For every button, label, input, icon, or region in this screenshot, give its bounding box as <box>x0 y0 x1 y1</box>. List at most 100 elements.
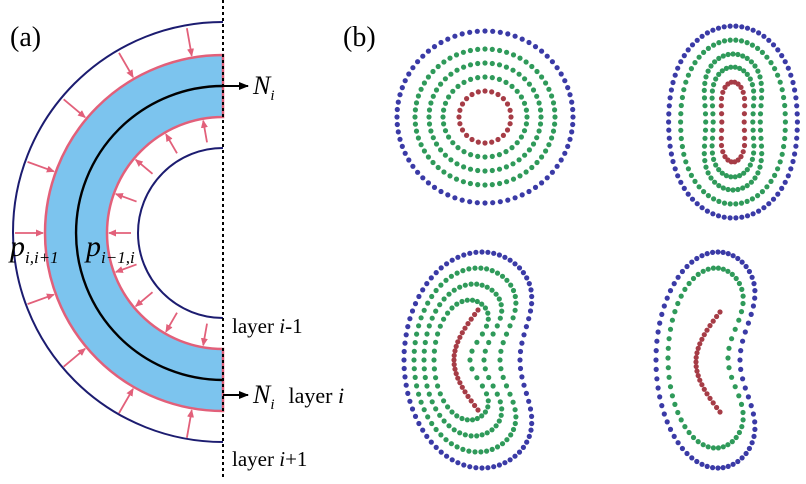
membrane-bead <box>475 407 481 413</box>
pressure-arrow <box>118 388 134 414</box>
membrane-bead <box>740 293 746 299</box>
membrane-bead <box>690 275 697 282</box>
membrane-bead <box>779 151 785 157</box>
membrane-bead <box>479 331 485 337</box>
membrane-bead <box>498 366 504 372</box>
membrane-bead <box>438 432 444 438</box>
outer-layer-arc <box>12 21 224 443</box>
membrane-bead <box>486 339 492 346</box>
membrane-bead <box>757 164 763 170</box>
membrane-bead <box>507 121 513 127</box>
membrane-bead <box>482 74 488 80</box>
membrane-bead <box>705 68 711 74</box>
membrane-bead <box>478 265 484 271</box>
membrane-bead <box>490 28 496 34</box>
membrane-bead <box>696 54 702 60</box>
membrane-bead <box>705 45 712 52</box>
membrane-bead <box>715 445 722 451</box>
membrane-bead <box>483 391 490 397</box>
membrane-bead <box>514 88 520 94</box>
membrane-bead <box>409 308 416 314</box>
membrane-bead <box>751 143 757 149</box>
membrane-bead <box>742 329 748 335</box>
membrane-bead <box>505 31 511 37</box>
membrane-bead <box>707 395 713 401</box>
membrane-bead <box>429 293 435 300</box>
membrane-bead <box>454 301 460 307</box>
membrane-bead <box>679 143 686 150</box>
membrane-bead <box>682 424 688 430</box>
membrane-bead <box>710 127 716 133</box>
membrane-bead <box>465 321 471 327</box>
membrane-bead <box>714 313 720 320</box>
membrane-bead <box>452 33 458 39</box>
membrane-bead <box>435 383 441 389</box>
membrane-bead <box>681 53 687 59</box>
membrane-bead <box>708 63 714 69</box>
membrane-bead <box>397 136 403 142</box>
membrane-bead <box>727 23 733 29</box>
membrane-bead <box>696 184 702 190</box>
membrane-bead <box>710 27 716 33</box>
membrane-bead <box>735 186 741 193</box>
membrane-bead <box>428 439 434 445</box>
membrane-bead <box>740 417 746 423</box>
membrane-bead <box>493 291 499 297</box>
membrane-bead <box>705 444 711 450</box>
membrane-bead <box>468 316 474 322</box>
membrane-bead <box>475 60 481 67</box>
membrane-bead <box>479 383 485 389</box>
membrane-bead <box>421 407 427 413</box>
layer-band <box>43 53 225 413</box>
membrane-bead <box>742 135 748 141</box>
membrane-bead <box>424 331 430 337</box>
membrane-bead <box>757 119 763 125</box>
membrane-bead <box>793 95 799 101</box>
membrane-bead <box>562 150 568 156</box>
membrane-bead <box>449 457 455 463</box>
pressure-arrow <box>27 293 55 305</box>
membrane-bead <box>672 401 678 407</box>
membrane-bead <box>435 331 441 337</box>
membrane-bead <box>689 455 695 461</box>
membrane-bead <box>441 296 447 302</box>
membrane-bead <box>486 374 492 381</box>
panel-b-label: (b) <box>343 22 376 53</box>
membrane-bead <box>420 427 426 433</box>
membrane-bead <box>519 374 525 380</box>
membrane-bead <box>429 315 435 321</box>
membrane-bead <box>459 31 465 37</box>
membrane-bead <box>536 128 542 134</box>
membrane-bead <box>454 67 460 73</box>
membrane-bead <box>537 121 544 127</box>
membrane-bead <box>523 59 529 65</box>
normal-label-bottom: Ni layer i <box>252 380 344 413</box>
membrane-bead <box>402 340 408 346</box>
membrane-bead <box>496 296 502 302</box>
membrane-bead <box>539 74 545 80</box>
membrane-bead <box>761 205 767 211</box>
membrane-bead <box>739 286 745 292</box>
membrane-bead <box>701 49 707 56</box>
membrane-bead <box>438 282 444 288</box>
membrane-bead <box>739 455 745 461</box>
membrane-bead <box>715 25 722 31</box>
membrane-bead <box>489 89 495 95</box>
membrane-bead <box>489 75 495 81</box>
membrane-bead <box>532 44 539 50</box>
membrane-bead <box>741 68 747 74</box>
membrane-bead <box>671 433 677 439</box>
membrane-bead <box>479 465 485 471</box>
membrane-bead <box>482 200 488 206</box>
membrane-bead <box>665 355 671 361</box>
membrane-bead <box>570 121 576 128</box>
membrane-bead <box>735 81 741 87</box>
membrane-bead <box>491 250 497 256</box>
membrane-bead <box>496 152 502 158</box>
membrane-bead <box>755 170 761 176</box>
membrane-bead <box>461 252 467 258</box>
membrane-bead <box>741 127 748 133</box>
membrane-bead <box>737 357 743 363</box>
membrane-bead <box>524 114 530 120</box>
membrane-bead <box>451 287 457 293</box>
